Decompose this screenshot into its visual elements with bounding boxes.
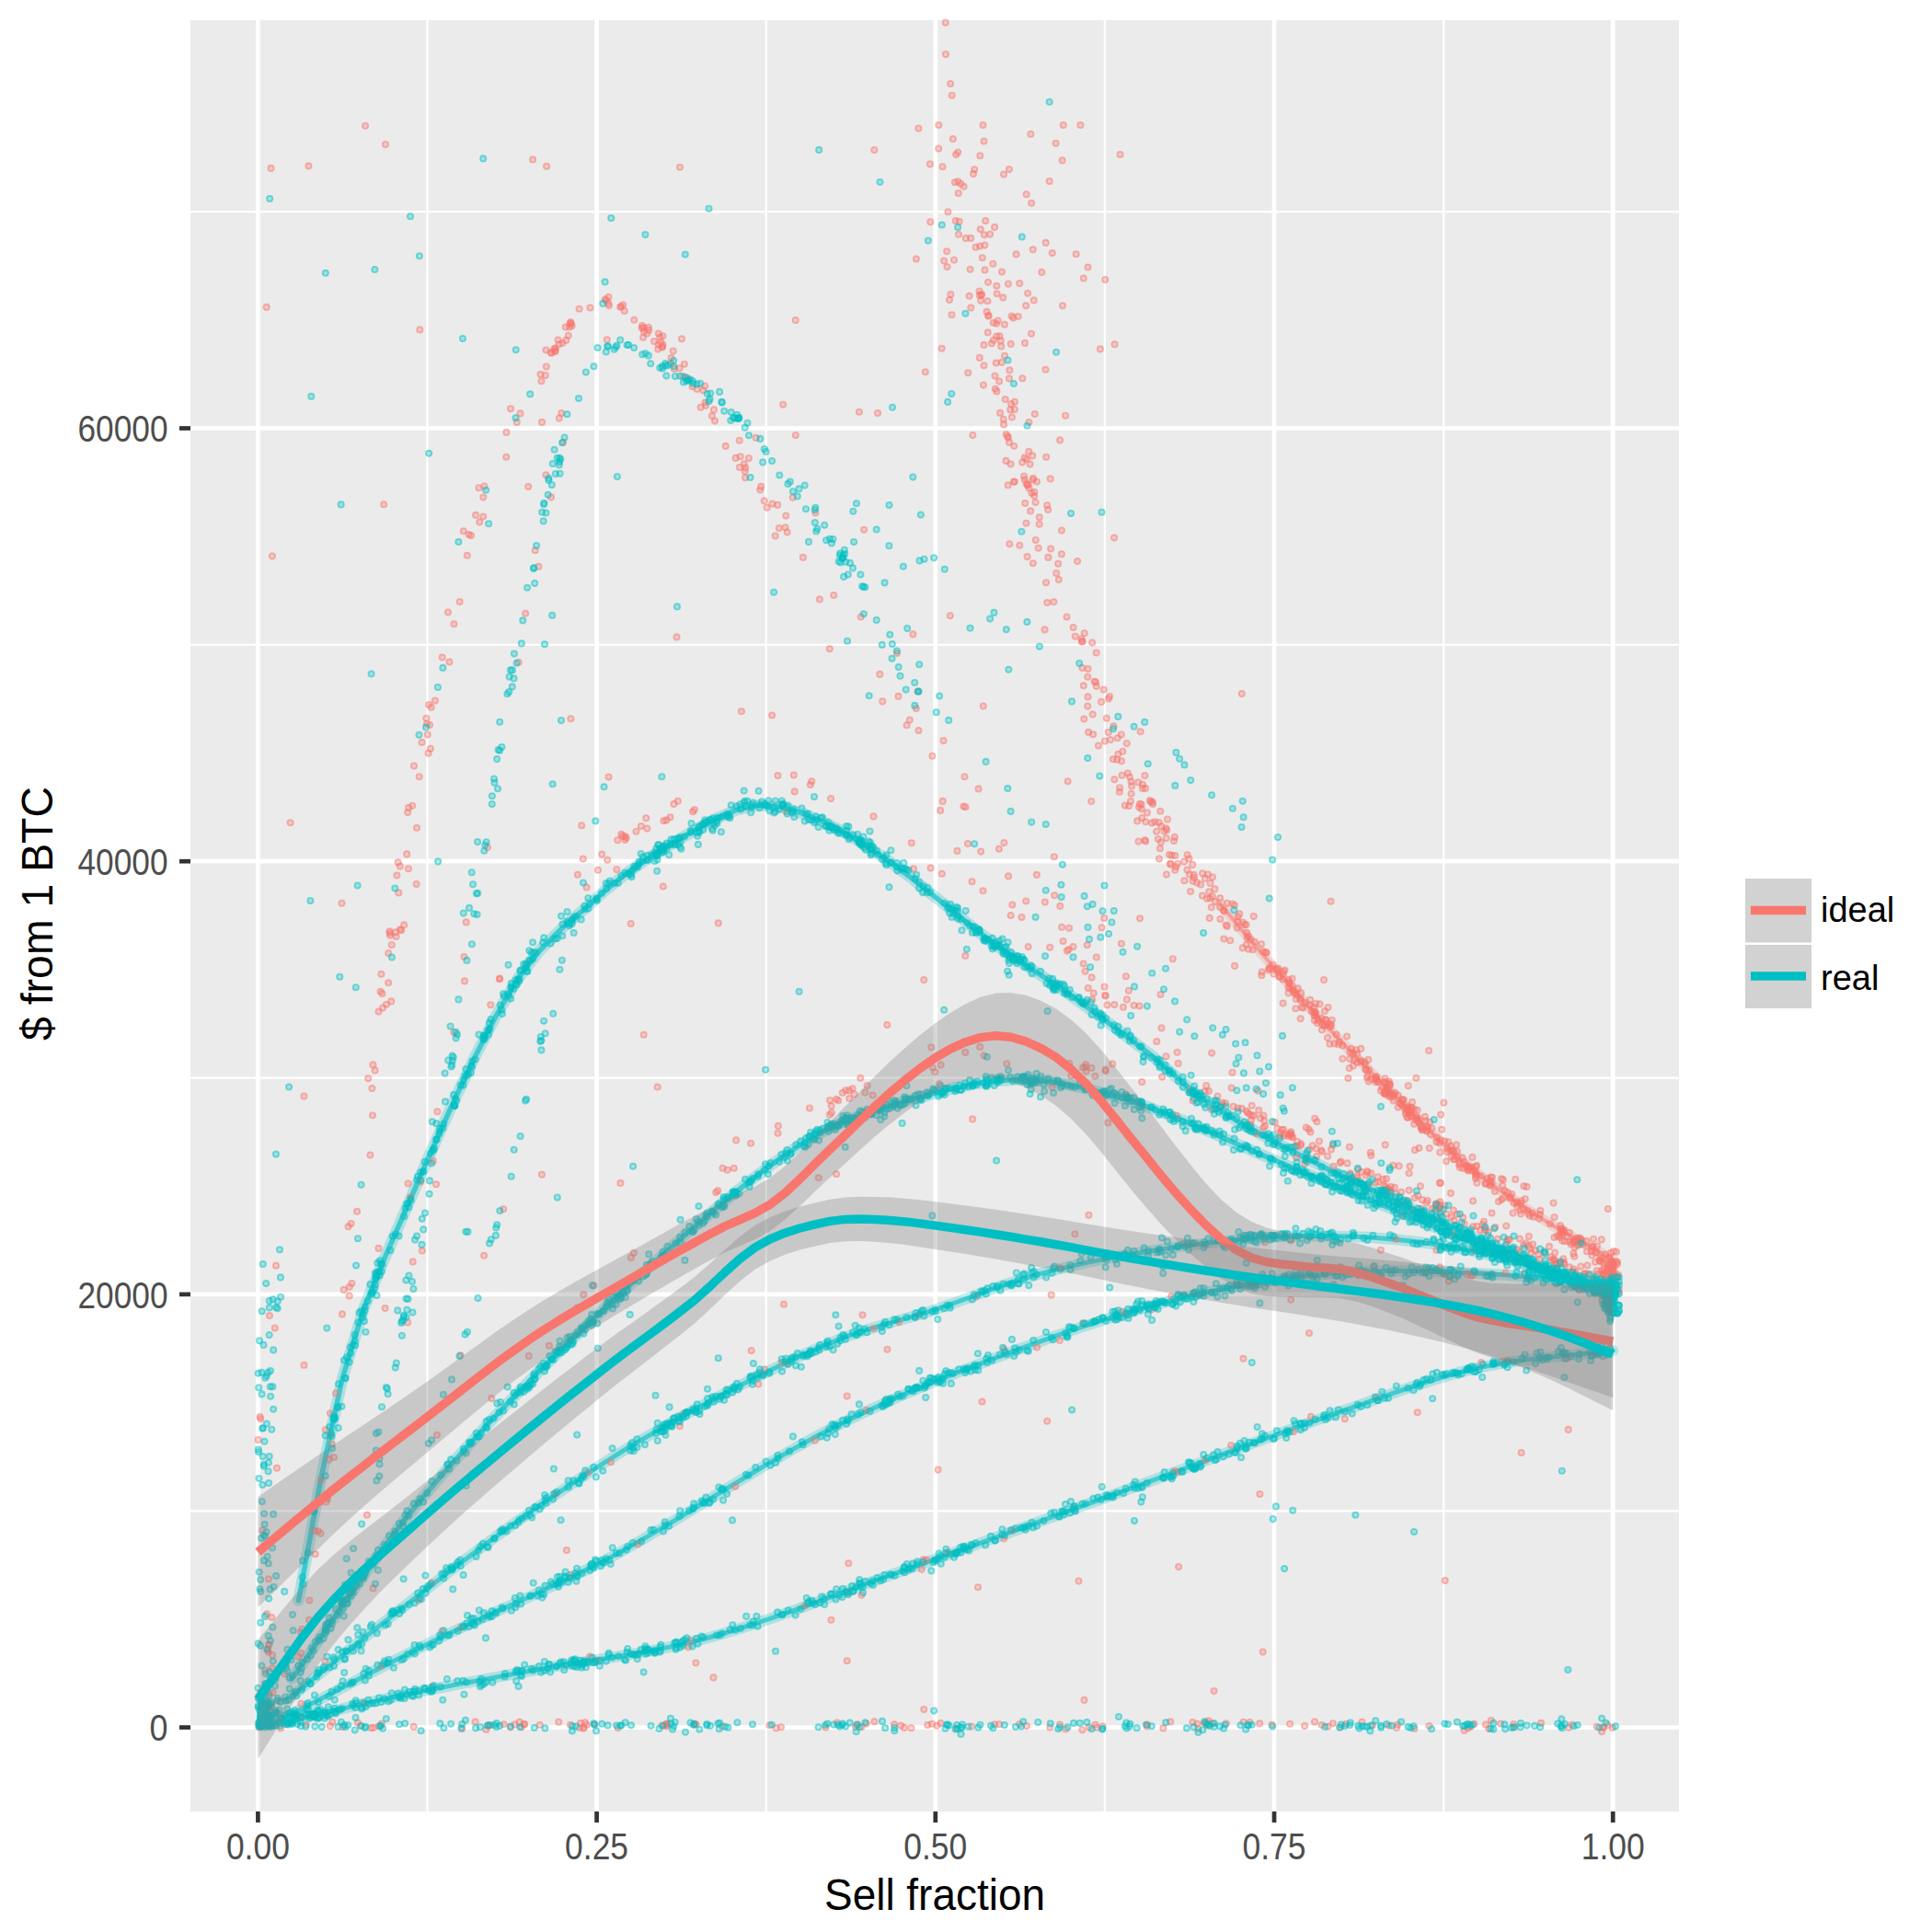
svg-text:20000: 20000 bbox=[78, 1275, 168, 1316]
svg-text:40000: 40000 bbox=[78, 842, 168, 882]
svg-text:1.00: 1.00 bbox=[1581, 1826, 1645, 1867]
svg-text:0: 0 bbox=[150, 1708, 168, 1748]
svg-text:$ from 1 BTC: $ from 1 BTC bbox=[13, 787, 62, 1041]
svg-text:real: real bbox=[1821, 959, 1879, 997]
svg-text:0.25: 0.25 bbox=[565, 1826, 628, 1867]
svg-text:60000: 60000 bbox=[78, 408, 168, 449]
svg-text:Sell fraction: Sell fraction bbox=[824, 1869, 1045, 1919]
svg-text:0.75: 0.75 bbox=[1243, 1826, 1306, 1867]
svg-text:0.00: 0.00 bbox=[226, 1826, 290, 1867]
svg-text:0.50: 0.50 bbox=[903, 1826, 967, 1867]
svg-text:ideal: ideal bbox=[1821, 891, 1894, 929]
